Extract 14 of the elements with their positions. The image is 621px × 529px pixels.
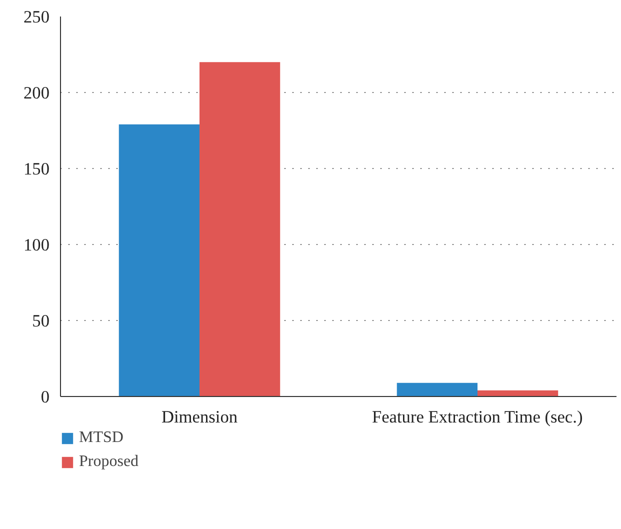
bar bbox=[396, 382, 478, 396]
legend-label: MTSD bbox=[79, 429, 124, 447]
bar bbox=[478, 390, 558, 396]
x-tick-label: Dimension bbox=[161, 408, 238, 426]
y-tick-label: 150 bbox=[24, 160, 50, 178]
legend-label: Proposed bbox=[79, 453, 139, 471]
bar bbox=[118, 124, 200, 396]
y-tick-label: 250 bbox=[24, 8, 50, 26]
y-tick-label: 200 bbox=[24, 84, 50, 102]
bar bbox=[200, 62, 280, 396]
y-tick-label: 100 bbox=[24, 236, 50, 254]
y-tick-label: 50 bbox=[32, 312, 50, 330]
y-tick-label: 0 bbox=[40, 388, 50, 406]
x-tick-label: Feature Extraction Time (sec.) bbox=[372, 408, 583, 426]
